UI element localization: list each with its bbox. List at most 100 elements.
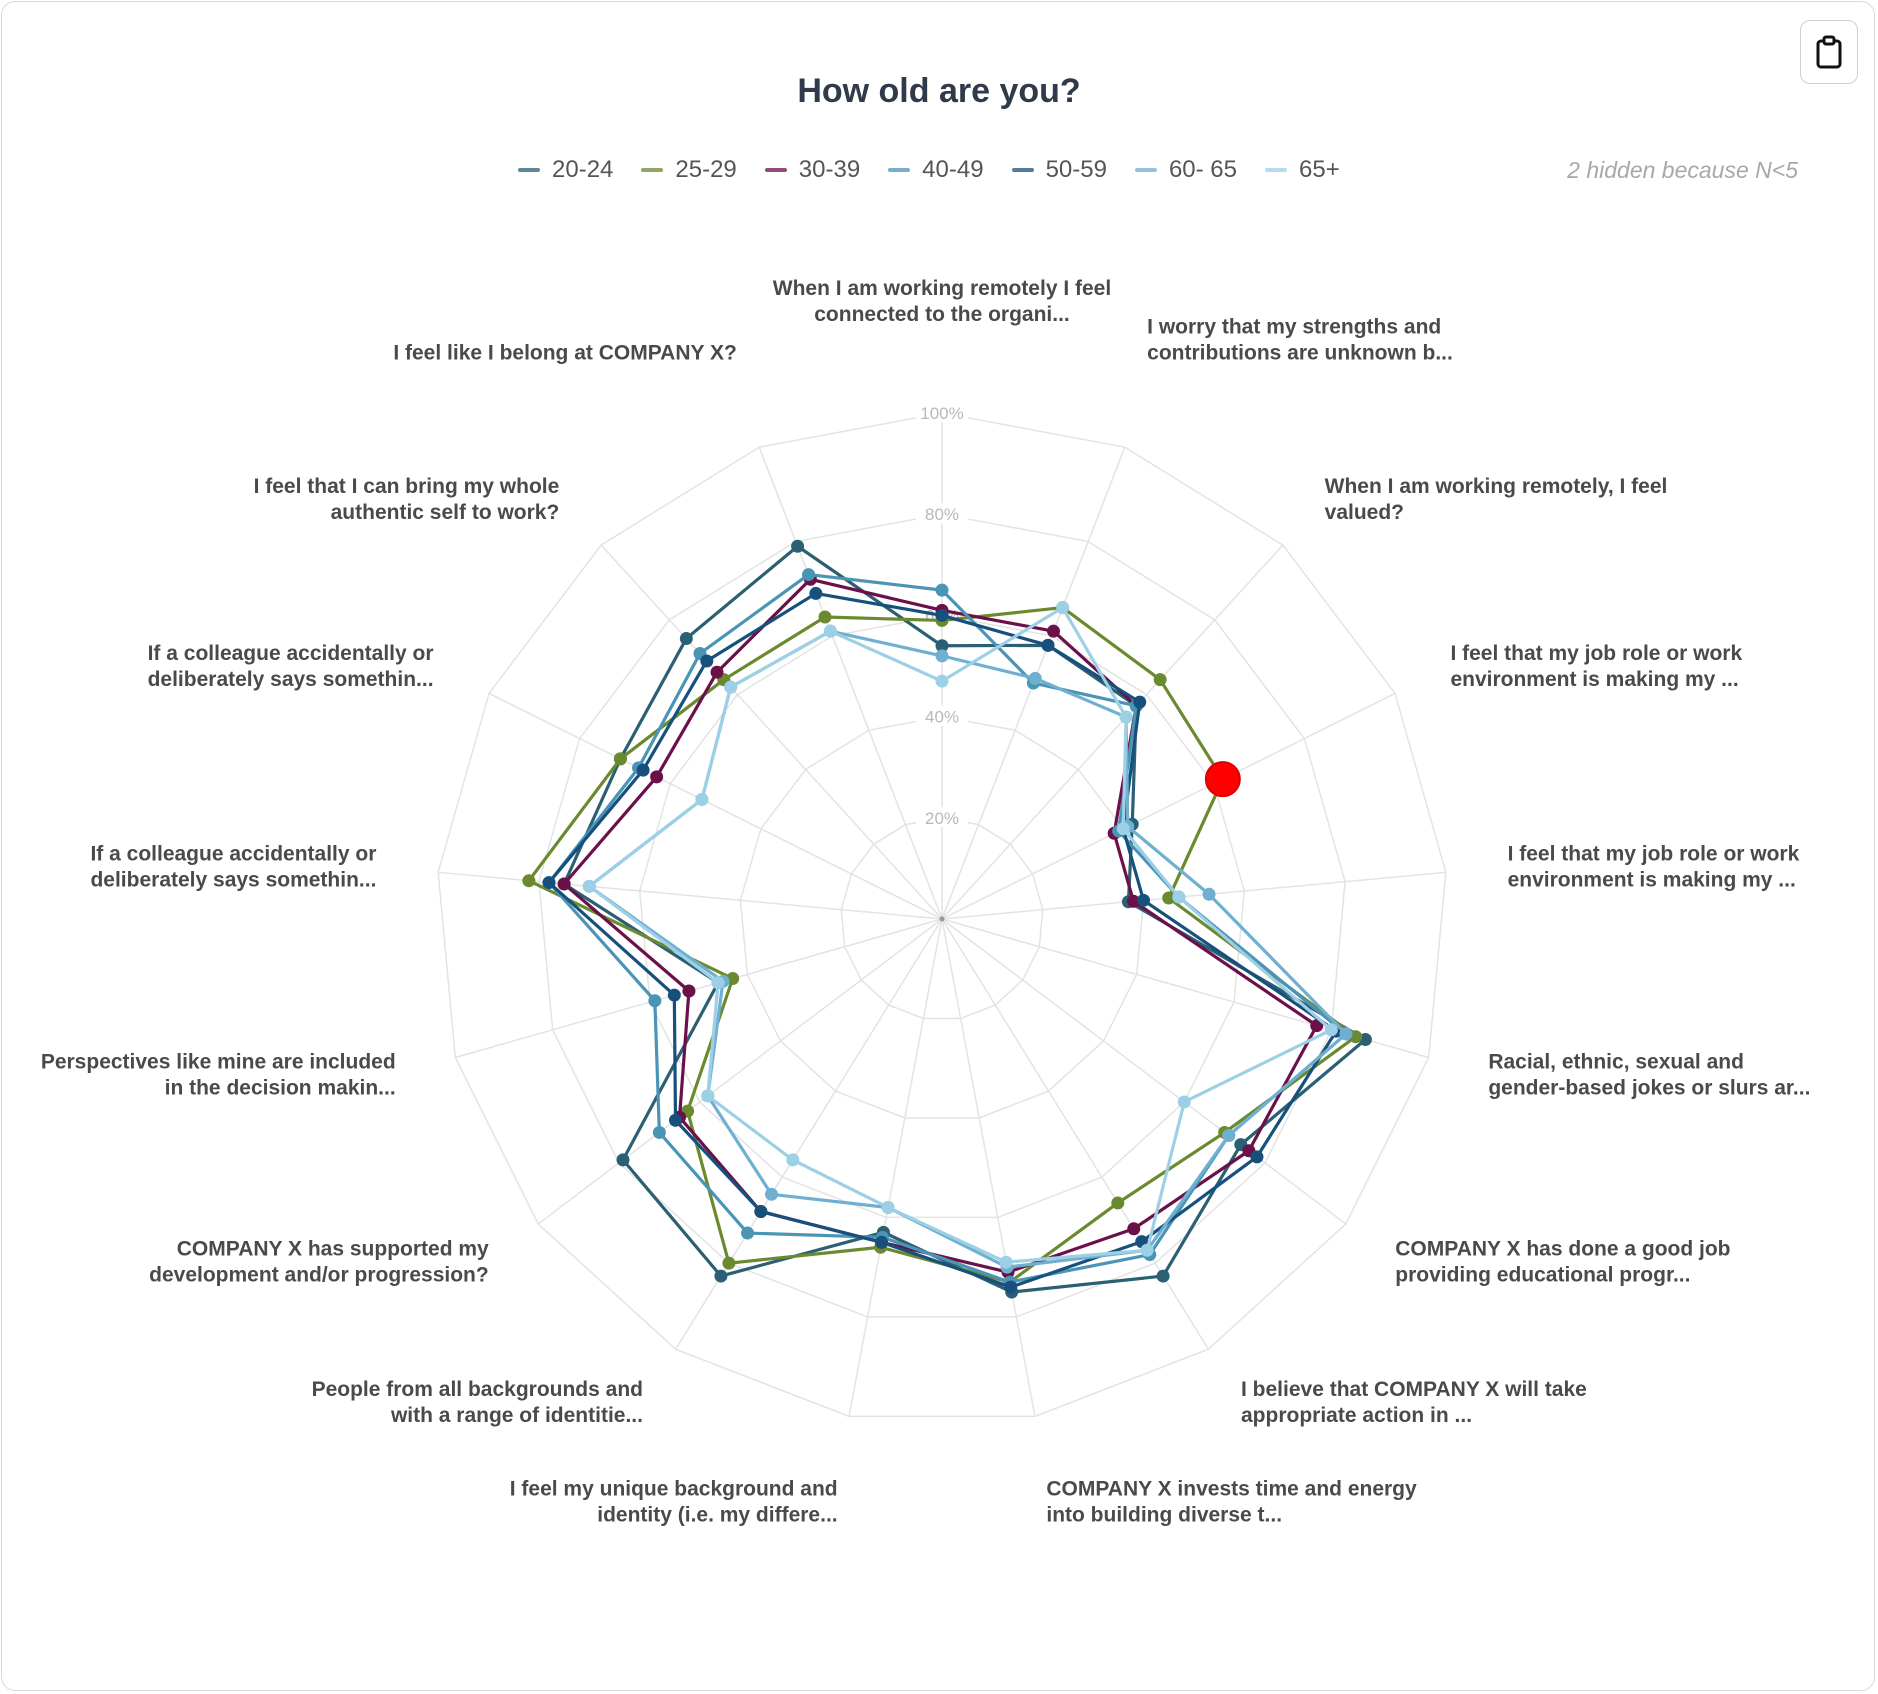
data-point[interactable] bbox=[1358, 1032, 1372, 1046]
data-point[interactable] bbox=[1116, 822, 1130, 836]
data-point[interactable] bbox=[613, 752, 627, 766]
data-point[interactable] bbox=[1041, 638, 1055, 652]
data-point[interactable] bbox=[636, 763, 650, 777]
axis-label: If a colleague accidentally or deliberate… bbox=[90, 843, 376, 892]
legend-item-20-24[interactable]: 20-24 bbox=[518, 156, 613, 184]
data-point[interactable] bbox=[1222, 1129, 1236, 1143]
legend-label: 60- 65 bbox=[1168, 156, 1238, 183]
data-point[interactable] bbox=[935, 608, 949, 622]
legend-item-50-59[interactable]: 50-59 bbox=[1011, 156, 1107, 184]
legend-item-60-65[interactable]: 60- 65 bbox=[1134, 156, 1238, 184]
data-point[interactable] bbox=[711, 976, 725, 990]
data-point[interactable] bbox=[582, 879, 596, 893]
axis-label: I feel that my job role or work environme… bbox=[1508, 843, 1800, 892]
data-point[interactable] bbox=[875, 1235, 889, 1249]
data-point[interactable] bbox=[1119, 710, 1133, 724]
data-point[interactable] bbox=[668, 1113, 682, 1127]
axis-label: I feel like I belong at COMPANY X? bbox=[393, 341, 736, 364]
legend-swatch bbox=[764, 168, 787, 172]
data-point[interactable] bbox=[741, 1226, 755, 1240]
axis-label: I feel my unique background and identity … bbox=[510, 1477, 838, 1526]
data-point[interactable] bbox=[809, 586, 823, 600]
data-point[interactable] bbox=[726, 972, 740, 986]
data-point[interactable] bbox=[1056, 601, 1070, 615]
data-point[interactable] bbox=[999, 1255, 1013, 1269]
data-point[interactable] bbox=[786, 1153, 800, 1167]
data-point[interactable] bbox=[714, 1269, 728, 1283]
data-point[interactable] bbox=[935, 639, 949, 653]
axis-label: COMPANY X invests time and energy into bu… bbox=[1046, 1477, 1417, 1526]
data-point[interactable] bbox=[522, 874, 536, 888]
data-point[interactable] bbox=[700, 654, 714, 668]
data-point[interactable] bbox=[1140, 1243, 1154, 1257]
data-point[interactable] bbox=[1202, 887, 1216, 901]
axis-label: Perspectives like mine are included in th… bbox=[41, 1050, 396, 1099]
data-point[interactable] bbox=[1137, 893, 1151, 907]
axis-label: I believe that COMPANY X will take approp… bbox=[1241, 1378, 1587, 1427]
data-point[interactable] bbox=[1047, 624, 1061, 638]
data-point[interactable] bbox=[802, 568, 816, 582]
data-point[interactable] bbox=[1004, 1280, 1018, 1294]
data-point[interactable] bbox=[791, 539, 805, 553]
radar-grid bbox=[437, 412, 1447, 1418]
series-20-24[interactable] bbox=[557, 539, 1372, 1299]
data-point[interactable] bbox=[701, 1089, 715, 1103]
data-point[interactable] bbox=[1111, 1196, 1125, 1210]
data-point[interactable] bbox=[1349, 1030, 1363, 1044]
data-point[interactable] bbox=[542, 876, 556, 890]
data-point[interactable] bbox=[667, 988, 681, 1002]
data-point[interactable] bbox=[682, 984, 696, 998]
data-point[interactable] bbox=[1250, 1150, 1264, 1164]
axis-label: I feel that I can bring my whole authenti… bbox=[254, 475, 560, 524]
data-point[interactable] bbox=[724, 680, 738, 694]
data-point[interactable] bbox=[1133, 695, 1147, 709]
data-point[interactable] bbox=[1127, 1222, 1141, 1236]
data-point[interactable] bbox=[1172, 890, 1186, 904]
data-point[interactable] bbox=[1156, 1269, 1170, 1283]
legend-item-30-39[interactable]: 30-39 bbox=[764, 156, 860, 184]
data-point[interactable] bbox=[754, 1205, 768, 1219]
series-65+[interactable] bbox=[582, 601, 1338, 1269]
legend-label: 25-29 bbox=[675, 156, 737, 183]
legend-swatch bbox=[1265, 168, 1288, 172]
axis-label: If a colleague accidentally or deliberate… bbox=[148, 642, 434, 691]
data-point[interactable] bbox=[679, 632, 693, 646]
data-point[interactable] bbox=[1324, 1023, 1338, 1037]
data-point[interactable] bbox=[823, 624, 837, 638]
axis-label: When I am working remotely, I feel valued… bbox=[1325, 475, 1668, 524]
data-point[interactable] bbox=[1177, 1095, 1191, 1109]
legend-item-65+[interactable]: 65+ bbox=[1265, 156, 1340, 184]
radial-tick-label: 20% bbox=[925, 809, 959, 828]
data-point[interactable] bbox=[881, 1200, 895, 1214]
clipboard-icon bbox=[1816, 35, 1842, 69]
data-point[interactable] bbox=[1310, 1019, 1324, 1033]
data-point[interactable] bbox=[557, 877, 571, 891]
axis-label: Racial, ethnic, sexual and gender-based j… bbox=[1488, 1050, 1810, 1099]
data-point[interactable] bbox=[650, 770, 664, 784]
data-point[interactable] bbox=[616, 1153, 630, 1167]
data-point[interactable] bbox=[818, 610, 832, 624]
data-point[interactable] bbox=[935, 649, 949, 663]
legend-item-25-29[interactable]: 25-29 bbox=[641, 156, 737, 184]
data-point[interactable] bbox=[1153, 673, 1167, 687]
data-point[interactable] bbox=[695, 792, 709, 806]
data-point[interactable] bbox=[648, 994, 662, 1008]
axis-label: COMPANY X has done a good job providing e… bbox=[1395, 1237, 1730, 1286]
legend-label: 50-59 bbox=[1045, 156, 1107, 183]
legend-item-40-49[interactable]: 40-49 bbox=[888, 156, 984, 184]
copy-to-clipboard-button[interactable] bbox=[1800, 20, 1858, 84]
data-point[interactable] bbox=[722, 1256, 736, 1270]
data-point[interactable] bbox=[1162, 891, 1176, 905]
data-point[interactable] bbox=[1028, 671, 1042, 685]
highlighted-data-point[interactable] bbox=[1204, 761, 1241, 798]
data-point[interactable] bbox=[935, 674, 949, 688]
data-point[interactable] bbox=[1126, 894, 1140, 908]
data-point[interactable] bbox=[935, 583, 949, 597]
data-point[interactable] bbox=[1339, 1027, 1353, 1041]
data-point[interactable] bbox=[710, 665, 724, 679]
data-point[interactable] bbox=[652, 1125, 666, 1139]
hidden-series-note: 2 hidden because N<5 bbox=[1567, 157, 1798, 183]
legend-swatch bbox=[641, 168, 664, 172]
data-point[interactable] bbox=[765, 1187, 779, 1201]
